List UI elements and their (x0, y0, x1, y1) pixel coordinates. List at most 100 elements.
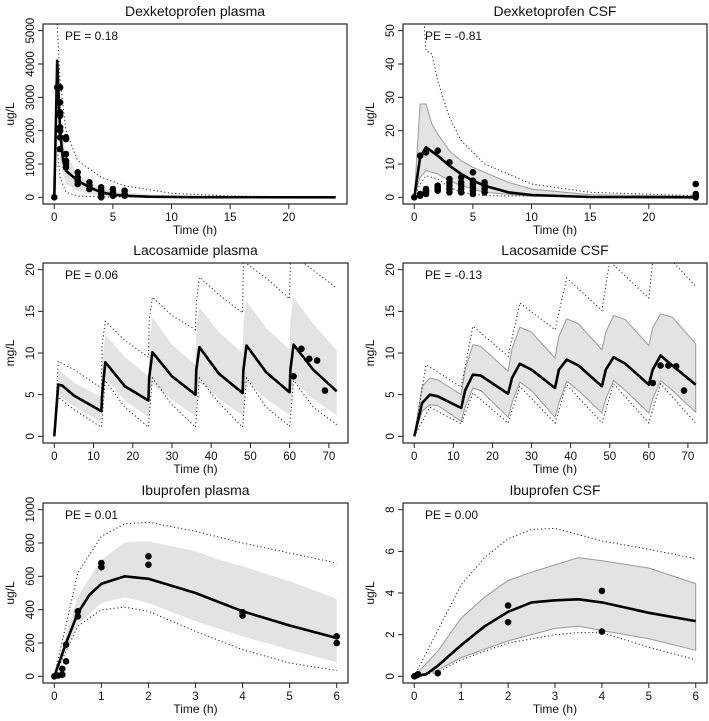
y-tick-label: 10 (385, 347, 397, 360)
x-axis-label: Time (h) (173, 462, 217, 476)
plot-area (413, 263, 697, 437)
y-tick-label: 20 (25, 263, 37, 276)
y-tick-label: 2 (385, 631, 397, 637)
observed-point (446, 159, 453, 166)
plot-area (410, 527, 697, 680)
y-axis-label: mg/L (3, 339, 17, 366)
panel-dexketoprofen-plasma: 0 5 10 15 20 0 1000 2000 3000 4000 5000 Dexketoprof… (3, 3, 348, 237)
panel-ibuprofen-csf: 0 1 2 3 4 5 6 0 2 4 6 8 Ibuprofen CSF Time (h) ug/L PE … (363, 482, 708, 716)
x-tick-label: 6 (693, 691, 699, 703)
observed-point (321, 387, 329, 394)
y-tick-label: 0 (25, 194, 37, 200)
x-tick-label: 20 (486, 451, 499, 463)
plot-frame (402, 23, 708, 205)
observed-point (74, 169, 82, 176)
observed-point (62, 641, 70, 648)
observed-point (62, 150, 70, 158)
y-axis-label: ug/L (3, 581, 17, 605)
observed-point (313, 357, 321, 364)
x-tick-label: 40 (564, 451, 577, 463)
observed-point (692, 180, 700, 188)
observed-point (145, 561, 152, 568)
prediction-error-label: PE = 0.06 (65, 268, 118, 282)
y-tick-label: 20 (385, 124, 397, 137)
observed-point (74, 613, 82, 620)
y-tick-label: 5 (385, 391, 397, 397)
observed-point (416, 152, 424, 159)
x-tick-label: 30 (525, 451, 538, 463)
observed-point (58, 665, 66, 673)
observed-point (56, 112, 64, 119)
observed-point (469, 190, 477, 198)
observed-point (74, 608, 82, 615)
x-tick-label: 30 (166, 451, 179, 463)
x-tick-label: 2 (505, 691, 511, 703)
observed-point (422, 149, 430, 156)
prediction-interval-lower (53, 606, 337, 677)
plot-area (53, 263, 338, 437)
x-tick-label: 60 (283, 451, 296, 463)
prediction-interval-upper (413, 263, 697, 437)
x-axis-label: Time (h) (533, 702, 577, 716)
y-tick-label: 3000 (25, 85, 37, 111)
panel-title: Dexketoprofen CSF (494, 3, 617, 19)
observed-point (504, 618, 512, 626)
y-tick-label: 0 (25, 433, 37, 439)
observed-point (692, 194, 700, 201)
x-tick-label: 0 (51, 212, 57, 224)
x-tick-label: 70 (322, 451, 335, 463)
x-tick-label: 70 (682, 451, 695, 463)
observed-point (649, 379, 657, 387)
y-tick-label: 40 (385, 58, 397, 71)
y-tick-label: 1000 (25, 151, 37, 177)
prediction-error-label: PE = 0.00 (425, 508, 478, 522)
prediction-interval-upper (56, 24, 336, 198)
x-tick-label: 5 (470, 212, 476, 224)
median-line (413, 146, 696, 199)
y-tick-label: 15 (385, 305, 397, 318)
observed-point (422, 190, 430, 198)
x-tick-label: 0 (51, 451, 57, 463)
y-tick-label: 5000 (25, 18, 37, 44)
panel-lacosamide-csf: 0 10 20 30 40 50 60 70 0 5 10 15 20 Lacosamide CSF Tim… (363, 242, 708, 476)
median-line (414, 597, 696, 678)
x-tick-label: 10 (87, 451, 100, 463)
x-tick-label: 5 (646, 691, 652, 703)
y-tick-label: 200 (25, 633, 37, 652)
observed-point (58, 671, 66, 678)
plot-area (50, 521, 341, 680)
y-tick-label: 10 (25, 347, 37, 360)
x-axis-label: Time (h) (533, 462, 577, 476)
y-tick-label: 8 (385, 506, 397, 512)
y-tick-label: 10 (385, 158, 397, 171)
y-axis-label: ug/L (363, 581, 377, 605)
x-tick-label: 10 (525, 212, 538, 224)
plot-area (50, 24, 336, 201)
observed-point (239, 612, 246, 619)
y-axis-label: ug/L (3, 102, 17, 126)
observed-point (416, 192, 424, 199)
y-tick-label: 800 (25, 533, 37, 552)
confidence-band (54, 541, 337, 677)
y-tick-label: 15 (25, 305, 37, 318)
y-tick-label: 0 (385, 194, 397, 200)
panel-title: Dexketoprofen plasma (125, 3, 265, 19)
panel-title: Ibuprofen CSF (509, 482, 600, 498)
prediction-interval-upper (423, 24, 696, 197)
observed-point (50, 194, 58, 201)
observed-point (86, 185, 93, 193)
x-tick-label: 0 (411, 212, 417, 224)
y-tick-label: 2000 (25, 118, 37, 144)
observed-point (56, 84, 64, 91)
observed-point (414, 670, 422, 678)
observed-point (469, 169, 477, 176)
observed-point (290, 373, 297, 380)
x-tick-label: 15 (224, 212, 237, 224)
x-tick-label: 4 (239, 691, 246, 703)
x-tick-label: 4 (599, 691, 606, 703)
median-line (413, 354, 697, 437)
observed-point (333, 639, 341, 647)
x-tick-label: 0 (411, 451, 417, 463)
observed-point (145, 553, 152, 560)
